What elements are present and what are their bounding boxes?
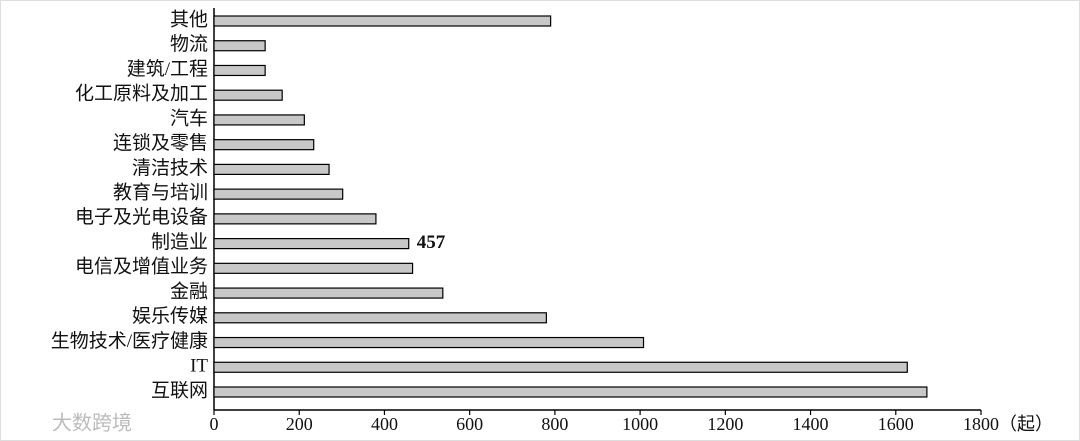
x-tick-label: 600 xyxy=(456,414,483,434)
x-tick-label: 1400 xyxy=(793,414,829,434)
y-tick-label: 金融 xyxy=(170,280,208,302)
bar xyxy=(213,287,444,299)
bar xyxy=(213,89,283,101)
bar xyxy=(213,40,266,52)
x-tick-label: 1200 xyxy=(707,414,743,434)
x-tick-label: 200 xyxy=(286,414,313,434)
y-tick-label: 娱乐传媒 xyxy=(132,305,208,327)
y-tick-label: 电子及光电设备 xyxy=(75,206,208,228)
y-tick-label: 教育与培训 xyxy=(113,181,208,203)
bar xyxy=(213,262,414,274)
y-tick-label: 物流 xyxy=(170,33,208,55)
watermark: 大数跨境 xyxy=(52,411,132,435)
data-label: 457 xyxy=(417,232,446,253)
y-tick-label: 建筑/工程 xyxy=(127,58,208,80)
bar xyxy=(213,336,645,349)
y-tick-label: 互联网 xyxy=(151,379,208,401)
bar xyxy=(213,15,552,27)
x-tick-label: 800 xyxy=(541,414,568,434)
y-tick-label: 制造业 xyxy=(151,231,208,253)
bar xyxy=(213,64,266,77)
bar xyxy=(213,114,305,126)
bar xyxy=(213,163,330,175)
y-tick-label: 化工原料及加工 xyxy=(75,83,208,105)
bar xyxy=(213,361,908,373)
x-tick-label: 1800 xyxy=(963,414,999,434)
bar xyxy=(213,386,928,398)
y-tick-label: 连锁及零售 xyxy=(113,132,208,154)
bar xyxy=(213,312,547,324)
bar xyxy=(213,238,410,250)
bar xyxy=(213,213,377,225)
x-tick-label: 1000 xyxy=(622,414,658,434)
bar xyxy=(213,139,315,151)
y-tick-label: 其他 xyxy=(170,8,208,30)
y-tick-label: 汽车 xyxy=(170,107,208,129)
x-tick-label: 1600 xyxy=(878,414,914,434)
x-axis-label: （起） xyxy=(999,414,1053,434)
bar xyxy=(213,188,344,200)
y-tick-label: 生物技术/医疗健康 xyxy=(51,330,208,352)
y-tick-label: 清洁技术 xyxy=(132,157,208,179)
y-tick-label: 电信及增值业务 xyxy=(75,256,208,278)
y-tick-label: IT xyxy=(190,356,208,377)
x-tick-label: 0 xyxy=(210,414,219,434)
x-tick-label: 400 xyxy=(371,414,398,434)
